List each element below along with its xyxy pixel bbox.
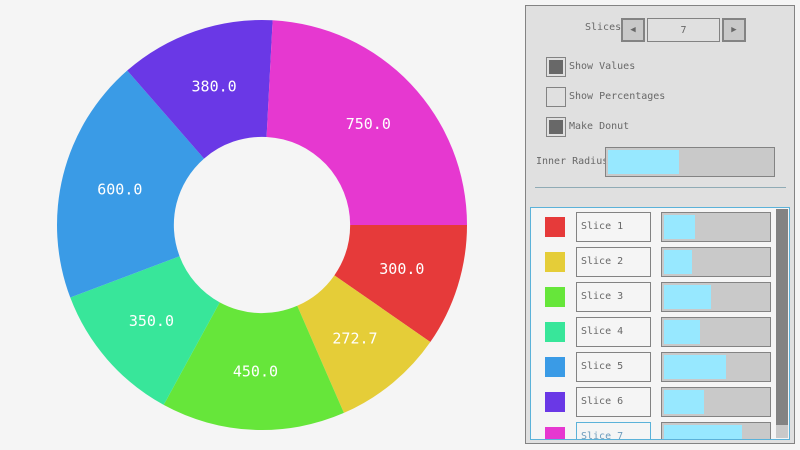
color-swatch[interactable] (545, 217, 565, 237)
slice-value-slider[interactable] (661, 387, 771, 417)
slice-name-input[interactable]: Slice 1 (576, 212, 651, 242)
slice-list[interactable]: Slice 1 Slice 2 Slice 3 Slice 4 Slice 5 … (530, 207, 790, 440)
inner-radius-slider[interactable] (605, 147, 775, 177)
show-percentages-checkbox[interactable] (546, 87, 566, 107)
list-item: Slice 2 (531, 247, 776, 277)
inner-radius-label: Inner Radius (536, 156, 609, 167)
arrow-left-icon: ◀ (630, 25, 636, 35)
slices-value-box[interactable]: 7 (647, 18, 720, 42)
slice-4 (70, 256, 220, 405)
show-percentages-label: Show Percentages (569, 91, 666, 102)
slice-value-slider[interactable] (661, 422, 771, 439)
slice-1 (334, 225, 467, 343)
divider (535, 187, 786, 188)
list-item: Slice 4 (531, 317, 776, 347)
color-swatch[interactable] (545, 287, 565, 307)
scrollbar-thumb[interactable] (776, 209, 788, 425)
slice-name-input[interactable]: Slice 5 (576, 352, 651, 382)
scrollbar[interactable] (776, 209, 788, 438)
slice-value-label: 450.0 (233, 362, 278, 380)
slice-value-label: 272.7 (332, 329, 377, 347)
slice-name-input[interactable]: Slice 7 (576, 422, 651, 439)
slice-value-label: 350.0 (129, 312, 174, 330)
show-values-checkbox[interactable] (546, 57, 566, 77)
make-donut-label: Make Donut (569, 121, 630, 132)
color-swatch[interactable] (545, 322, 565, 342)
make-donut-checkbox[interactable] (546, 117, 566, 137)
slices-value: 7 (680, 24, 687, 36)
slice-value-slider[interactable] (661, 212, 771, 242)
slice-7 (266, 20, 467, 225)
slice-value-label: 380.0 (192, 77, 237, 95)
color-swatch[interactable] (545, 252, 565, 272)
show-values-label: Show Values (569, 61, 636, 72)
control-panel: Slices ◀ 7 ▶ Show Values Show Percentage… (525, 5, 795, 444)
arrow-right-icon: ▶ (731, 25, 737, 35)
color-swatch[interactable] (545, 427, 565, 439)
slice-2 (297, 275, 431, 413)
slice-name-input[interactable]: Slice 6 (576, 387, 651, 417)
color-swatch[interactable] (545, 357, 565, 377)
slice-3 (163, 302, 344, 431)
slice-value-label: 600.0 (97, 180, 142, 198)
slice-value-slider[interactable] (661, 352, 771, 382)
slices-decrement-button[interactable]: ◀ (621, 18, 645, 42)
slice-5 (57, 70, 205, 298)
list-item: Slice 7 (531, 422, 776, 439)
donut-chart: 300.0 272.7 450.0 350.0 600.0 380.0 750.0 (57, 20, 467, 431)
slice-value-label: 750.0 (346, 115, 391, 133)
slice-value-label: 300.0 (379, 260, 424, 278)
list-item: Slice 1 (531, 212, 776, 242)
slice-name-input[interactable]: Slice 4 (576, 317, 651, 347)
list-item: Slice 3 (531, 282, 776, 312)
slice-value-slider[interactable] (661, 282, 771, 312)
slices-label: Slices (585, 22, 622, 33)
slice-value-slider[interactable] (661, 247, 771, 277)
color-swatch[interactable] (545, 392, 565, 412)
slice-name-input[interactable]: Slice 2 (576, 247, 651, 277)
slice-value-slider[interactable] (661, 317, 771, 347)
slice-name-input[interactable]: Slice 3 (576, 282, 651, 312)
slice-6 (127, 20, 273, 159)
list-item: Slice 5 (531, 352, 776, 382)
list-item: Slice 6 (531, 387, 776, 417)
slices-increment-button[interactable]: ▶ (722, 18, 746, 42)
